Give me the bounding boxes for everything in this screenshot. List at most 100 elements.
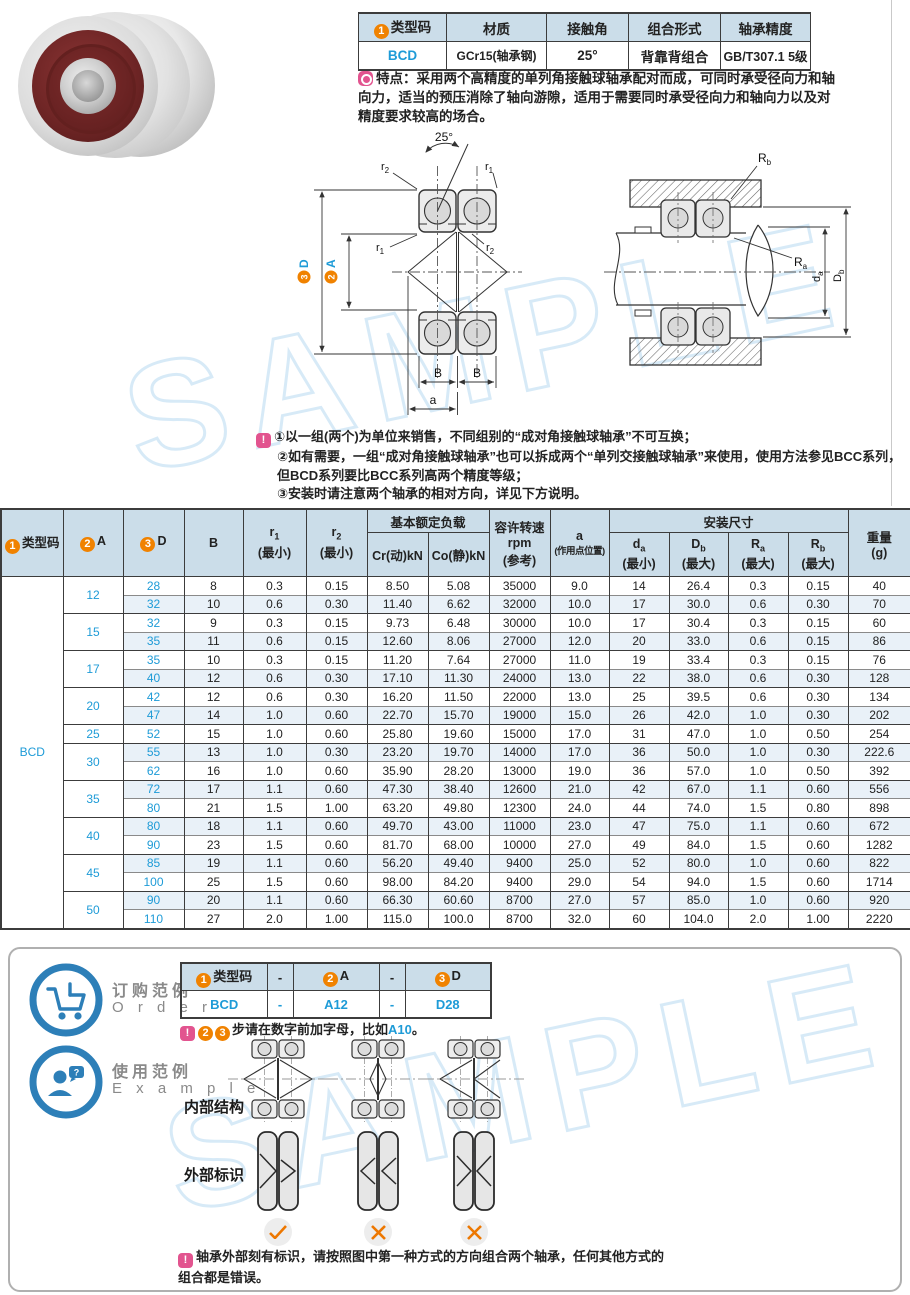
cell-r1: 2.0 [242, 909, 307, 929]
marking-note: ! 轴承外部刻有标识，请按照图中第一种方式的方向组合两个轴承，任何其他方式的组合都… [178, 1249, 665, 1285]
cell-d: 32 [122, 594, 185, 614]
cell-cr: 66.30 [366, 890, 429, 910]
cell-r1: 1.5 [242, 872, 307, 891]
cell-r1: 0.3 [242, 613, 307, 632]
info-value-row: BCD GCr15(轴承钢) 25° 背靠背组合 GB/T307.1 5级 [358, 41, 811, 71]
cell-b: 25 [183, 872, 244, 891]
cell-r1: 1.0 [242, 705, 307, 725]
col-header-r2: r2 (最小) [305, 508, 368, 577]
svg-text:Db: Db [832, 269, 846, 282]
cell-r2: 0.15 [305, 650, 368, 669]
cell-rb: 0.15 [787, 650, 849, 669]
page-right-border [891, 0, 892, 506]
order-value-type: BCD [180, 990, 268, 1019]
cell-apos: 23.0 [549, 816, 610, 836]
num-3-badge: 3 [215, 1026, 230, 1041]
cell-rb: 0.15 [787, 631, 849, 651]
cell-apos: 13.0 [549, 668, 610, 688]
cell-b: 27 [183, 909, 244, 929]
num-3-badge: 3 [434, 971, 450, 987]
spec-row: 40 80 18 1.1 0.60 49.70 43.00 11000 23.0 47 75.0 1.… [1, 816, 910, 854]
cell-db: 75.0 [668, 816, 729, 836]
cell-da: 17 [608, 594, 670, 614]
feature-label: 特点： [376, 71, 417, 86]
mark-slot-0 [264, 1218, 292, 1246]
spec-row: 80 21 1.5 1.00 63.20 49.80 12300 24.0 44 74.0 1.5 0… [1, 798, 910, 817]
r1-top-label: r1 [485, 161, 494, 175]
cell-b: 10 [183, 650, 244, 669]
cell-db: 30.4 [668, 613, 729, 632]
cell-co: 60.60 [427, 890, 490, 910]
spec-row: 110 27 2.0 1.00 115.0 100.0 8700 32.0 60 104.0 2.0… [1, 909, 910, 929]
cell-w: 128 [847, 668, 910, 688]
order-note: ! 2 3 步请在数字前加字母，比如A10。 [180, 1019, 425, 1041]
a-value-cell: 40 [62, 816, 124, 854]
cell-apos: 17.0 [549, 742, 610, 762]
spec-row: 90 23 1.5 0.60 81.70 68.00 10000 27.0 49 84.0 1.5 0… [1, 835, 910, 854]
a-value-cell: 17 [62, 650, 124, 688]
cell-d: 110 [122, 909, 185, 929]
cell-rb: 0.80 [787, 798, 849, 817]
cell-d: 80 [122, 798, 185, 817]
cell-db: 84.0 [668, 835, 729, 854]
cross-icon [364, 1218, 392, 1246]
cell-apos: 29.0 [549, 872, 610, 891]
feature-icon [358, 71, 373, 86]
dim-b1-label: B [434, 366, 442, 380]
cell-ra: 1.0 [727, 761, 789, 780]
cell-r1: 0.6 [242, 668, 307, 688]
cell-rpm: 22000 [488, 687, 551, 706]
cell-da: 14 [608, 576, 670, 595]
cell-rpm: 27000 [488, 631, 551, 651]
r1-mid-label: r1 [376, 242, 385, 256]
note-1: ①以一组(两个)为单位来销售，不同组别的“成对角接触球轴承”不可互换； [274, 429, 697, 444]
group-header-load: 基本额定负载 [366, 508, 490, 534]
cell-r2: 0.15 [305, 576, 368, 595]
svg-text:D: D [297, 259, 311, 268]
num-1-badge: 1 [196, 973, 212, 988]
cell-r2: 0.60 [305, 705, 368, 725]
cell-d: 62 [122, 761, 185, 780]
cell-cr: 98.00 [366, 872, 429, 891]
order-header-dash: - [266, 962, 294, 991]
exclamation-icon: ! [256, 433, 271, 448]
cell-ra: 0.6 [727, 631, 789, 651]
cell-cr: 8.50 [366, 576, 429, 595]
cross-section-diagram: 25° r2 r1 r1 r2 3 D 2 A [297, 130, 522, 415]
cell-rb: 0.60 [787, 779, 849, 799]
examples-panel [8, 947, 902, 1292]
cell-rpm: 32000 [488, 594, 551, 614]
cell-apos: 27.0 [549, 890, 610, 910]
cross-icon [460, 1218, 488, 1246]
cell-da: 22 [608, 668, 670, 688]
cell-b: 16 [183, 761, 244, 780]
rb-label: Rb [758, 151, 772, 167]
spec-row: BCD 12 28 8 0.3 0.15 8.50 5.08 35000 9.0 14 26.4 0.3… [0, 576, 910, 929]
cell-r2: 0.60 [305, 890, 368, 910]
cell-rb: 0.30 [787, 687, 849, 706]
num-3-badge: 3 [140, 537, 156, 552]
cell-b: 12 [183, 687, 244, 706]
cell-r1: 0.6 [242, 594, 307, 614]
col-header-apos: a (作用点位置) [549, 508, 610, 577]
cell-w: 86 [847, 631, 910, 651]
cell-d: 90 [122, 890, 185, 910]
cell-rpm: 35000 [488, 576, 551, 595]
cell-w: 40 [847, 576, 910, 595]
cell-cr: 47.30 [366, 779, 429, 799]
exclamation-icon: ! [180, 1026, 195, 1041]
cell-r2: 0.30 [305, 687, 368, 706]
cell-da: 17 [608, 613, 670, 632]
cell-b: 17 [183, 779, 244, 799]
order-header-dash: - [378, 962, 406, 991]
cell-db: 94.0 [668, 872, 729, 891]
cell-r2: 0.60 [305, 853, 368, 873]
cell-r2: 1.00 [305, 909, 368, 929]
cell-apos: 9.0 [549, 576, 610, 595]
cell-r1: 1.0 [242, 742, 307, 762]
info-value-type: BCD [358, 41, 447, 71]
cell-co: 49.40 [427, 853, 490, 873]
example-title-cn: 使用范例 [112, 1064, 193, 1081]
cell-da: 26 [608, 705, 670, 725]
num-1-badge: 1 [4, 539, 20, 554]
